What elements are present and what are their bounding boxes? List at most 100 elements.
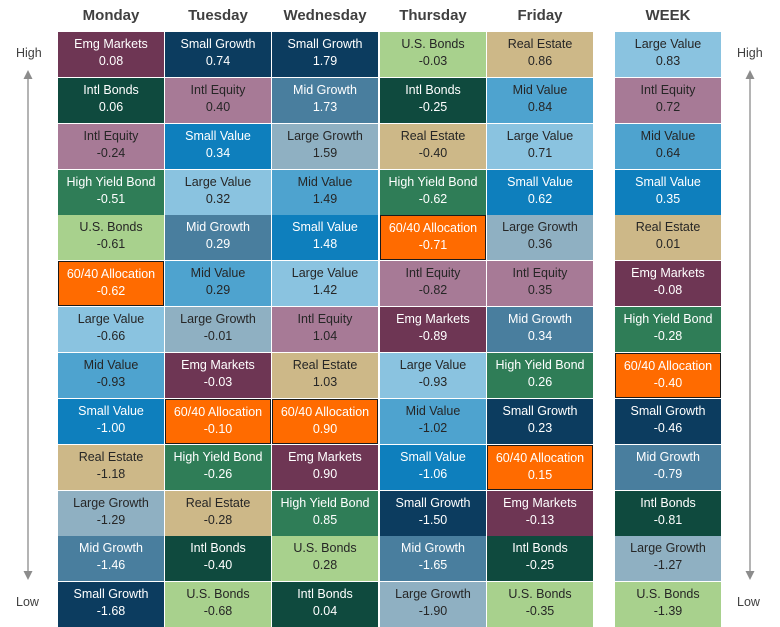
asset-return: -0.13 — [525, 512, 555, 527]
asset-cell: Mid Value 0.29 — [165, 261, 271, 307]
asset-cell: Intl Equity 0.72 — [615, 77, 721, 123]
asset-return: 0.15 — [527, 467, 553, 482]
asset-return: 0.04 — [312, 604, 338, 619]
asset-return: 1.03 — [312, 374, 338, 389]
asset-name: Mid Growth — [508, 312, 572, 327]
asset-name: Mid Value — [83, 357, 139, 372]
asset-return: 0.83 — [655, 54, 681, 68]
asset-name: Small Growth — [180, 37, 256, 51]
asset-name: Emg Markets — [288, 449, 362, 464]
asset-name: Large Growth — [502, 220, 578, 235]
asset-return: -0.35 — [525, 604, 555, 619]
asset-return: -1.46 — [96, 558, 126, 573]
asset-return: 0.40 — [205, 99, 231, 114]
asset-cell: Small Value 0.62 — [487, 169, 593, 215]
asset-return: -0.26 — [203, 466, 233, 481]
asset-cell: High Yield Bond 0.26 — [487, 352, 593, 398]
asset-return: -1.68 — [96, 604, 126, 619]
asset-return: -0.93 — [96, 374, 126, 389]
high-label-right: High — [737, 46, 763, 60]
asset-cell: Intl Bonds 0.04 — [272, 582, 378, 627]
asset-return: -1.18 — [96, 466, 126, 481]
asset-return: 0.35 — [527, 283, 553, 298]
asset-name: 60/40 Allocation — [280, 404, 370, 419]
asset-name: Mid Growth — [636, 449, 700, 464]
asset-return: 0.74 — [205, 54, 231, 68]
asset-return: -0.61 — [96, 237, 126, 252]
asset-return: -1.27 — [653, 558, 683, 573]
asset-name: Mid Value — [190, 266, 246, 281]
asset-cell: Large Growth -1.27 — [615, 536, 721, 582]
column-header-wednesday: Wednesday — [283, 7, 367, 24]
asset-name: Emg Markets — [396, 312, 470, 327]
asset-return: -0.82 — [418, 283, 448, 298]
asset-return: -0.24 — [96, 145, 126, 160]
asset-cell: Intl Equity -0.82 — [380, 261, 486, 307]
asset-name: U.S. Bonds — [508, 587, 572, 602]
asset-cell: Small Growth -1.50 — [380, 490, 486, 536]
asset-cell: Intl Bonds -0.25 — [487, 536, 593, 582]
asset-cell: Intl Bonds -0.25 — [380, 77, 486, 123]
asset-return: -0.03 — [418, 54, 448, 68]
asset-return: 0.36 — [527, 237, 553, 252]
asset-return: -0.79 — [653, 466, 683, 481]
asset-name: Real Estate — [292, 357, 358, 372]
column-header-friday: Friday — [517, 7, 563, 24]
asset-return: -1.00 — [96, 420, 126, 435]
asset-cell: Mid Growth 1.73 — [272, 77, 378, 123]
asset-name: Intl Bonds — [405, 82, 461, 97]
asset-cell: Small Growth 1.79 — [272, 32, 378, 77]
column-header-tuesday: Tuesday — [188, 7, 248, 24]
asset-return: -0.03 — [203, 374, 233, 389]
asset-cell: Real Estate -0.40 — [380, 123, 486, 169]
asset-cell: Emg Markets -0.03 — [165, 352, 271, 398]
asset-return: 0.28 — [312, 558, 338, 573]
asset-cell: 60/40 Allocation 0.15 — [487, 444, 593, 490]
asset-return: -0.28 — [653, 329, 683, 344]
asset-return: -0.66 — [96, 329, 126, 344]
asset-cell: High Yield Bond -0.51 — [58, 169, 164, 215]
asset-return: -1.06 — [418, 466, 448, 481]
asset-name: Large Growth — [287, 128, 363, 143]
asset-return: -0.68 — [203, 604, 233, 619]
asset-cell: U.S. Bonds 0.28 — [272, 536, 378, 582]
asset-name: Real Estate — [507, 37, 573, 51]
asset-return: -0.46 — [653, 420, 683, 435]
column-header-thursday: Thursday — [399, 7, 467, 24]
asset-name: Small Value — [635, 174, 701, 189]
asset-name: Intl Bonds — [190, 541, 246, 556]
asset-name: U.S. Bonds — [186, 587, 250, 602]
asset-return: 1.49 — [312, 191, 338, 206]
rank-arrow-right — [745, 70, 755, 580]
asset-cell: 60/40 Allocation 0.90 — [272, 398, 378, 444]
asset-name: Small Value — [400, 449, 466, 464]
asset-cell: Mid Value 0.64 — [615, 123, 721, 169]
asset-name: 60/40 Allocation — [173, 404, 263, 419]
asset-cell: Mid Value -1.02 — [380, 398, 486, 444]
asset-name: Small Growth — [630, 403, 706, 418]
asset-return: 0.29 — [205, 237, 231, 252]
asset-cell: Mid Growth -1.46 — [58, 536, 164, 582]
asset-cell: Large Value 0.32 — [165, 169, 271, 215]
asset-name: 60/40 Allocation — [66, 267, 156, 282]
asset-name: Real Estate — [635, 220, 701, 235]
asset-name: Small Growth — [73, 587, 149, 602]
asset-cell: 60/40 Allocation -0.40 — [615, 352, 721, 398]
asset-return: 1.59 — [312, 145, 338, 160]
asset-name: High Yield Bond — [280, 495, 370, 510]
asset-return: 1.48 — [312, 237, 338, 252]
asset-name: Mid Value — [405, 403, 461, 418]
asset-name: Small Value — [185, 128, 251, 143]
asset-cell: High Yield Bond -0.62 — [380, 169, 486, 215]
asset-return: 0.01 — [655, 237, 681, 252]
asset-return: 0.90 — [312, 421, 338, 436]
asset-cell: Large Growth -0.01 — [165, 307, 271, 353]
asset-cell: Large Growth 0.36 — [487, 215, 593, 261]
asset-cell: Intl Equity 0.40 — [165, 77, 271, 123]
asset-name: Intl Equity — [83, 128, 139, 143]
asset-return: 0.35 — [655, 191, 681, 206]
asset-name: 60/40 Allocation — [388, 221, 478, 236]
asset-return: 0.06 — [98, 99, 124, 114]
asset-return: -0.28 — [203, 512, 233, 527]
asset-name: High Yield Bond — [495, 357, 585, 372]
